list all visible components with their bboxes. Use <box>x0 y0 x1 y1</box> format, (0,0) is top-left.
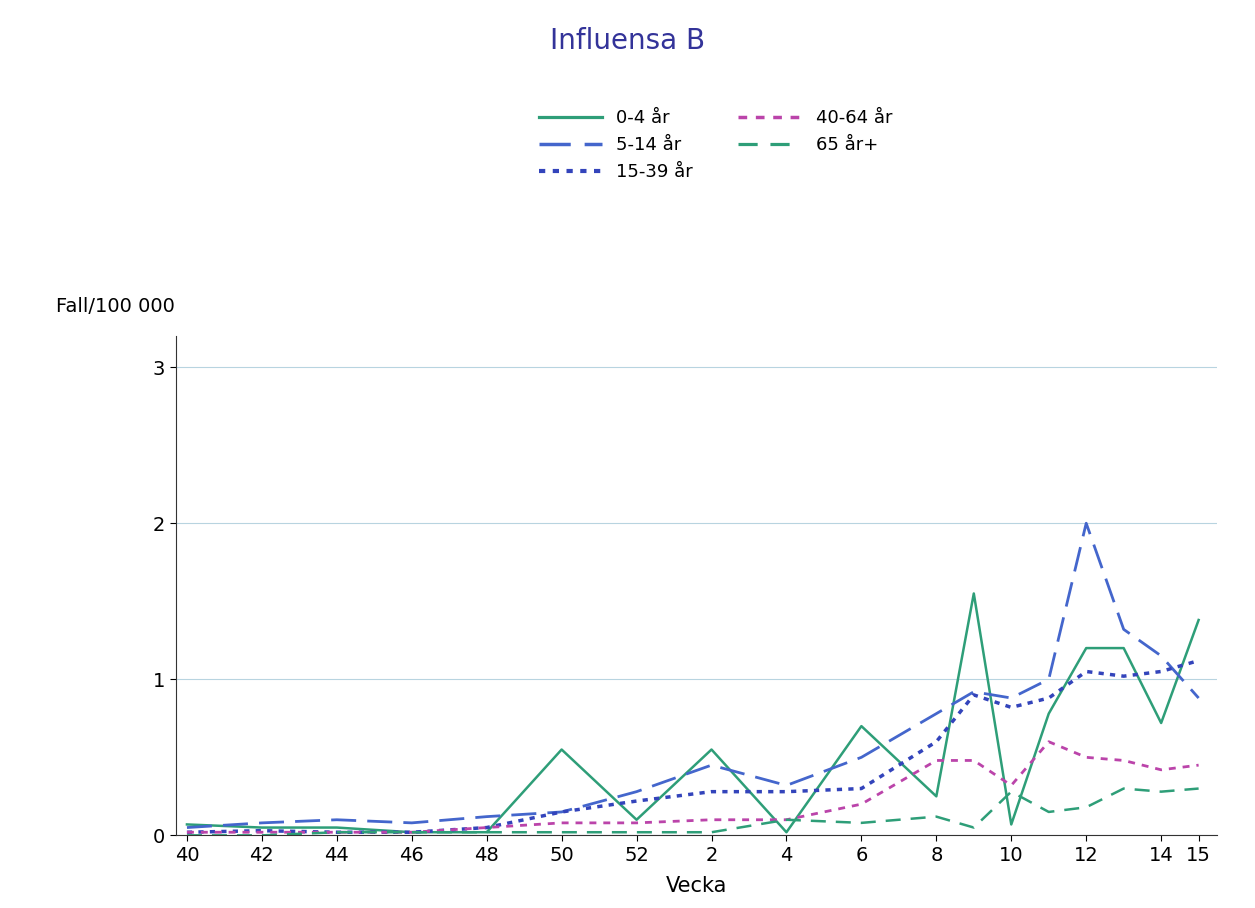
65 år+ <box>479 827 494 838</box>
0-4 år <box>929 791 944 802</box>
40-64 år <box>929 755 944 765</box>
40-64 år <box>1042 736 1057 747</box>
40-64 år <box>1191 760 1206 771</box>
40-64 år <box>329 827 344 838</box>
15-39 år <box>1116 671 1131 682</box>
65 år+ <box>779 814 794 825</box>
15-39 år <box>179 827 195 838</box>
0-4 år <box>853 721 868 732</box>
0-4 år <box>1004 819 1019 830</box>
5-14 år <box>404 817 419 828</box>
15-39 år <box>479 822 494 833</box>
0-4 år <box>1191 615 1206 626</box>
40-64 år <box>966 755 981 765</box>
5-14 år <box>779 780 794 791</box>
40-64 år <box>704 814 719 825</box>
40-64 år <box>179 827 195 838</box>
65 år+ <box>1079 802 1094 813</box>
0-4 år <box>404 827 419 838</box>
40-64 år <box>404 827 419 838</box>
65 år+ <box>853 817 868 828</box>
65 år+ <box>1004 786 1019 797</box>
0-4 år <box>179 819 195 830</box>
5-14 år <box>1153 650 1168 661</box>
40-64 år <box>1153 765 1168 775</box>
5-14 år <box>853 752 868 763</box>
65 år+ <box>329 827 344 838</box>
Line: 65 år+: 65 år+ <box>187 788 1199 835</box>
15-39 år <box>704 786 719 797</box>
Text: Influensa B: Influensa B <box>550 27 705 55</box>
15-39 år <box>629 795 644 806</box>
Legend: 0-4 år, 5-14 år, 15-39 år, 40-64 år, 65 år+: 0-4 år, 5-14 år, 15-39 år, 40-64 år, 65 … <box>538 109 892 181</box>
5-14 år <box>629 786 644 797</box>
15-39 år <box>779 786 794 797</box>
15-39 år <box>929 736 944 747</box>
15-39 år <box>555 806 570 817</box>
Line: 0-4 år: 0-4 år <box>187 594 1199 833</box>
65 år+ <box>629 827 644 838</box>
5-14 år <box>1042 674 1057 685</box>
65 år+ <box>929 811 944 822</box>
65 år+ <box>1042 806 1057 817</box>
0-4 år <box>329 822 344 833</box>
0-4 år <box>704 744 719 755</box>
5-14 år <box>1116 624 1131 635</box>
0-4 år <box>255 822 270 833</box>
65 år+ <box>179 830 195 841</box>
0-4 år <box>1153 717 1168 728</box>
Line: 40-64 år: 40-64 år <box>187 742 1199 833</box>
0-4 år <box>966 588 981 599</box>
65 år+ <box>255 830 270 841</box>
15-39 år <box>329 827 344 838</box>
Line: 15-39 år: 15-39 år <box>187 661 1199 833</box>
65 år+ <box>1116 783 1131 794</box>
65 år+ <box>555 827 570 838</box>
5-14 år <box>966 686 981 697</box>
65 år+ <box>966 822 981 833</box>
40-64 år <box>853 799 868 810</box>
40-64 år <box>1079 752 1094 763</box>
15-39 år <box>966 689 981 700</box>
15-39 år <box>1042 693 1057 704</box>
40-64 år <box>479 822 494 833</box>
0-4 år <box>629 814 644 825</box>
65 år+ <box>404 827 419 838</box>
0-4 år <box>555 744 570 755</box>
5-14 år <box>1079 518 1094 528</box>
X-axis label: Vecka: Vecka <box>666 876 727 896</box>
40-64 år <box>255 827 270 838</box>
15-39 år <box>404 827 419 838</box>
0-4 år <box>1116 643 1131 654</box>
0-4 år <box>479 827 494 838</box>
5-14 år <box>704 760 719 771</box>
40-64 år <box>1116 755 1131 765</box>
15-39 år <box>1004 702 1019 713</box>
15-39 år <box>1191 656 1206 666</box>
5-14 år <box>179 822 195 833</box>
40-64 år <box>555 817 570 828</box>
5-14 år <box>479 811 494 822</box>
Text: Fall/100 000: Fall/100 000 <box>56 297 174 316</box>
5-14 år <box>1004 693 1019 704</box>
0-4 år <box>1079 643 1094 654</box>
65 år+ <box>1153 786 1168 797</box>
15-39 år <box>853 783 868 794</box>
Line: 5-14 år: 5-14 år <box>187 523 1199 827</box>
5-14 år <box>255 817 270 828</box>
15-39 år <box>255 825 270 836</box>
65 år+ <box>704 827 719 838</box>
40-64 år <box>1004 780 1019 791</box>
40-64 år <box>629 817 644 828</box>
0-4 år <box>1042 708 1057 719</box>
5-14 år <box>555 806 570 817</box>
5-14 år <box>1191 693 1206 704</box>
5-14 år <box>329 814 344 825</box>
65 år+ <box>1191 783 1206 794</box>
15-39 år <box>1079 666 1094 677</box>
40-64 år <box>779 814 794 825</box>
15-39 år <box>1153 666 1168 677</box>
5-14 år <box>929 708 944 719</box>
0-4 år <box>779 827 794 838</box>
